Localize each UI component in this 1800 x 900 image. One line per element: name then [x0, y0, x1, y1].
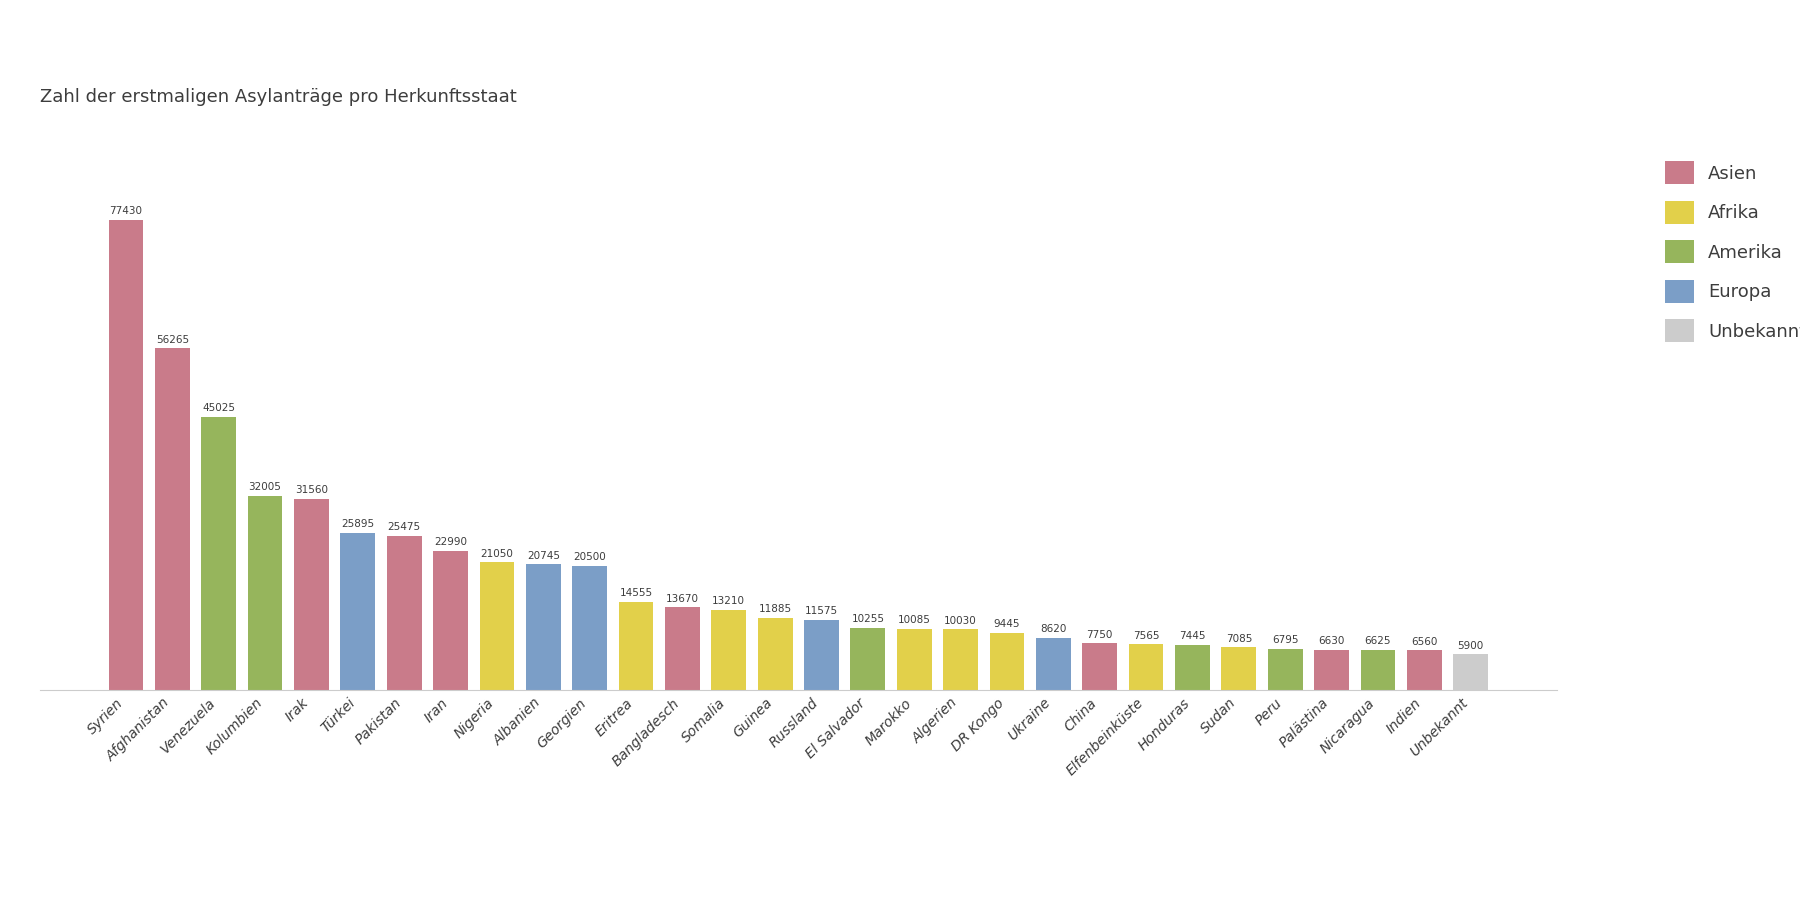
Text: 25895: 25895 — [342, 519, 374, 529]
Text: 7750: 7750 — [1087, 630, 1112, 640]
Text: 31560: 31560 — [295, 485, 328, 495]
Bar — [1222, 647, 1256, 690]
Text: Grafik: Stefan Rabl: Grafik: Stefan Rabl — [1633, 867, 1777, 881]
Text: 25475: 25475 — [387, 522, 421, 532]
Text: 7565: 7565 — [1132, 631, 1159, 641]
Text: 32005: 32005 — [248, 482, 281, 492]
Text: 7445: 7445 — [1179, 632, 1206, 642]
Bar — [479, 562, 515, 690]
Text: 20500: 20500 — [572, 552, 607, 562]
Text: 6630: 6630 — [1318, 636, 1345, 646]
Bar — [1267, 649, 1303, 690]
Bar — [387, 536, 421, 690]
Bar — [943, 629, 977, 690]
Text: 10255: 10255 — [851, 615, 884, 625]
Text: 10030: 10030 — [945, 616, 977, 625]
Text: Zahl der erstmaligen Asylanträge pro Herkunftsstaat: Zahl der erstmaligen Asylanträge pro Her… — [40, 88, 517, 106]
Text: 21050: 21050 — [481, 549, 513, 559]
Bar — [108, 220, 144, 690]
Bar — [1408, 651, 1442, 690]
Legend: Asien, Afrika, Amerika, Europa, Unbekannt: Asien, Afrika, Amerika, Europa, Unbekann… — [1658, 154, 1800, 349]
Bar — [805, 620, 839, 690]
Text: 45025: 45025 — [202, 403, 236, 413]
Bar — [896, 629, 932, 690]
Bar — [202, 417, 236, 690]
Bar — [248, 496, 283, 690]
Text: 13670: 13670 — [666, 594, 698, 604]
Text: 10085: 10085 — [898, 616, 931, 625]
Bar — [526, 564, 560, 690]
Bar — [711, 610, 747, 690]
Bar — [664, 608, 700, 690]
Text: 11885: 11885 — [758, 605, 792, 615]
Text: 6795: 6795 — [1273, 635, 1298, 645]
Bar — [155, 348, 189, 690]
Bar — [850, 628, 886, 690]
Bar — [990, 633, 1024, 690]
Text: 77430: 77430 — [110, 206, 142, 216]
Bar — [1082, 644, 1118, 690]
Text: 8620: 8620 — [1040, 625, 1067, 634]
Text: 6560: 6560 — [1411, 637, 1438, 647]
Bar — [1175, 645, 1210, 690]
Bar — [293, 499, 329, 690]
Bar — [1037, 638, 1071, 690]
Bar — [1453, 654, 1489, 690]
Bar — [340, 533, 374, 690]
Text: Datenquelle: Eurostat: Datenquelle: Eurostat — [23, 867, 191, 881]
Bar — [434, 551, 468, 690]
Bar — [572, 566, 607, 690]
Bar — [619, 602, 653, 690]
Text: 5900: 5900 — [1458, 641, 1483, 651]
Bar — [1361, 650, 1395, 690]
Text: 14555: 14555 — [619, 589, 653, 598]
Text: Herkunftsstaaten von AsylwerberInnen in der EU+ 2019: Herkunftsstaaten von AsylwerberInnen in … — [23, 25, 986, 54]
Text: 11575: 11575 — [805, 607, 839, 616]
Bar — [1314, 650, 1348, 690]
Text: 9445: 9445 — [994, 619, 1021, 629]
Bar — [1129, 644, 1163, 690]
Text: 56265: 56265 — [157, 335, 189, 345]
Text: 22990: 22990 — [434, 537, 466, 547]
Bar — [758, 618, 792, 690]
Text: 6625: 6625 — [1364, 636, 1391, 646]
Text: 20745: 20745 — [527, 551, 560, 561]
Text: 13210: 13210 — [713, 597, 745, 607]
Text: 7085: 7085 — [1226, 634, 1253, 643]
